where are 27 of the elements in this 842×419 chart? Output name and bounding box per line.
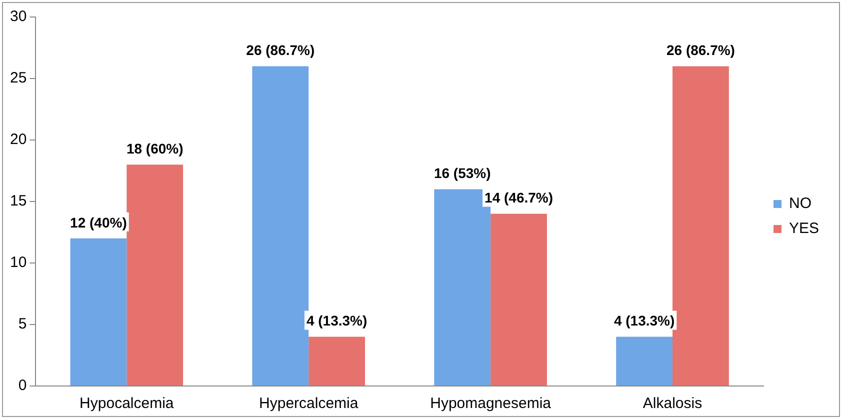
data-label: 26 (86.7%): [666, 42, 735, 58]
x-tick-label: Alkalosis: [642, 395, 702, 412]
data-label: 16 (53%): [434, 165, 491, 182]
y-tick-label: 15: [10, 192, 27, 210]
data-label: 14 (46.7%): [484, 190, 554, 206]
legend-label: YES: [788, 220, 819, 238]
data-label: 26 (86.7%): [246, 42, 315, 58]
y-tick-label: 30: [10, 8, 27, 26]
data-label: 4 (13.3%): [306, 312, 368, 329]
data-label: 4 (13.3%): [614, 312, 675, 329]
x-tick-label: Hypercalcemia: [259, 395, 359, 412]
bar: [616, 336, 673, 386]
data-label: 12 (40%): [70, 214, 127, 230]
data-label: 18 (60%): [126, 140, 184, 156]
bar: [308, 336, 366, 386]
y-tick-label: 20: [10, 131, 27, 148]
bar: [126, 164, 184, 386]
legend-label: NO: [788, 195, 812, 212]
y-tick-label: 5: [18, 316, 27, 333]
x-tick-label: Hypocalcemia: [80, 395, 174, 412]
bar: [70, 238, 127, 386]
bar: [490, 214, 547, 386]
y-tick-label: 25: [10, 70, 27, 87]
bar: [672, 66, 729, 386]
y-tick-label: 0: [18, 377, 27, 394]
y-tick-label: 10: [10, 254, 27, 272]
x-tick-label: Hypomagnesemia: [430, 395, 552, 412]
